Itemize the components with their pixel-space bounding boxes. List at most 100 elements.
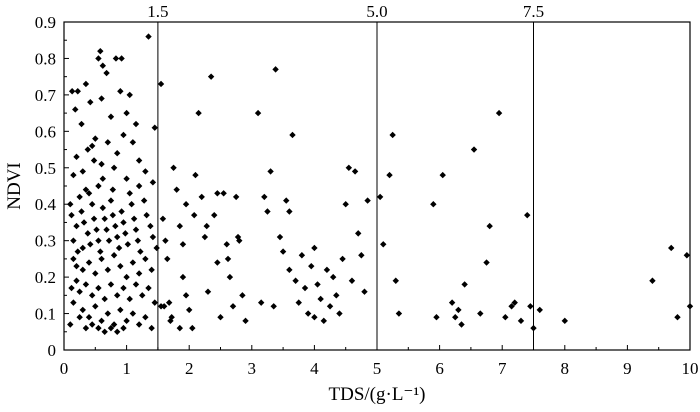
data-point bbox=[145, 33, 152, 40]
data-point bbox=[109, 211, 117, 219]
data-point bbox=[242, 317, 249, 325]
data-point bbox=[97, 47, 104, 55]
data-point bbox=[92, 270, 99, 277]
data-point bbox=[95, 182, 102, 190]
data-point bbox=[82, 80, 90, 88]
x-tick-label: 8 bbox=[561, 359, 570, 378]
data-point bbox=[87, 241, 94, 248]
data-point bbox=[649, 277, 656, 284]
data-point bbox=[134, 237, 142, 244]
data-point bbox=[126, 190, 133, 197]
data-point bbox=[236, 237, 243, 244]
data-point bbox=[157, 303, 165, 310]
data-point bbox=[495, 109, 503, 117]
data-point bbox=[88, 292, 96, 299]
data-point bbox=[80, 219, 88, 226]
data-point bbox=[132, 281, 140, 288]
data-point bbox=[135, 157, 143, 164]
data-point bbox=[85, 190, 93, 197]
data-point bbox=[304, 310, 312, 317]
data-point bbox=[486, 222, 493, 230]
data-point bbox=[674, 314, 681, 321]
data-point bbox=[79, 266, 86, 274]
data-point bbox=[124, 241, 132, 248]
data-point bbox=[430, 201, 437, 208]
data-point bbox=[239, 292, 246, 299]
data-point bbox=[68, 88, 76, 95]
data-point bbox=[170, 164, 177, 171]
data-point bbox=[173, 186, 180, 193]
data-point bbox=[72, 106, 79, 113]
data-point bbox=[135, 182, 143, 190]
data-point bbox=[99, 204, 107, 212]
data-point bbox=[88, 201, 96, 208]
data-point bbox=[364, 197, 371, 204]
data-point bbox=[439, 171, 446, 179]
data-point bbox=[195, 109, 202, 117]
data-point bbox=[320, 317, 327, 325]
data-point bbox=[217, 314, 224, 321]
data-point bbox=[137, 248, 144, 255]
data-point bbox=[82, 324, 90, 332]
data-point bbox=[95, 324, 102, 332]
data-point bbox=[88, 321, 96, 328]
data-point bbox=[517, 317, 525, 325]
data-point bbox=[114, 150, 121, 157]
data-point bbox=[129, 259, 137, 266]
reference-line-label: 1.5 bbox=[147, 2, 168, 21]
data-point bbox=[198, 193, 205, 201]
data-point bbox=[314, 281, 321, 288]
y-tick-label: 0.8 bbox=[35, 49, 56, 68]
data-point bbox=[99, 175, 107, 182]
data-point bbox=[95, 55, 102, 62]
data-point bbox=[143, 211, 150, 219]
data-point bbox=[129, 310, 137, 317]
data-point bbox=[323, 266, 331, 274]
data-point bbox=[179, 273, 187, 281]
data-point bbox=[110, 252, 118, 259]
data-point bbox=[120, 284, 127, 292]
data-point bbox=[95, 237, 102, 244]
data-point bbox=[97, 248, 104, 255]
data-point bbox=[142, 314, 149, 321]
data-point bbox=[73, 153, 80, 161]
data-point bbox=[461, 281, 468, 288]
x-tick-label: 0 bbox=[60, 359, 69, 378]
data-point bbox=[254, 109, 262, 117]
data-point bbox=[508, 303, 515, 310]
reference-line-label: 5.0 bbox=[366, 2, 387, 21]
y-tick-label: 0.7 bbox=[35, 86, 57, 105]
data-point bbox=[452, 314, 459, 321]
data-point bbox=[229, 303, 237, 310]
data-point bbox=[104, 266, 112, 274]
data-point bbox=[270, 303, 277, 310]
data-point bbox=[283, 197, 290, 204]
data-point bbox=[112, 222, 119, 230]
data-point bbox=[95, 284, 102, 292]
data-point bbox=[336, 310, 343, 317]
data-point bbox=[142, 255, 149, 263]
data-point bbox=[333, 292, 340, 299]
data-point bbox=[88, 142, 96, 150]
data-point bbox=[76, 288, 83, 295]
data-point bbox=[79, 244, 86, 252]
data-point bbox=[311, 314, 318, 321]
data-point bbox=[76, 193, 83, 201]
data-point bbox=[101, 328, 108, 335]
data-point bbox=[311, 244, 318, 252]
data-point bbox=[118, 208, 125, 215]
data-point bbox=[101, 295, 108, 303]
x-axis-title: TDS/(g·L⁻¹) bbox=[329, 384, 426, 405]
data-point bbox=[70, 299, 77, 306]
data-point bbox=[107, 197, 115, 204]
data-point bbox=[189, 324, 196, 332]
data-point bbox=[87, 98, 94, 106]
data-point bbox=[298, 252, 306, 259]
data-point bbox=[232, 193, 240, 201]
data-point bbox=[448, 299, 456, 306]
x-tick-label: 10 bbox=[682, 359, 699, 378]
data-point bbox=[376, 193, 384, 201]
data-point bbox=[470, 146, 478, 153]
data-point bbox=[67, 201, 74, 208]
